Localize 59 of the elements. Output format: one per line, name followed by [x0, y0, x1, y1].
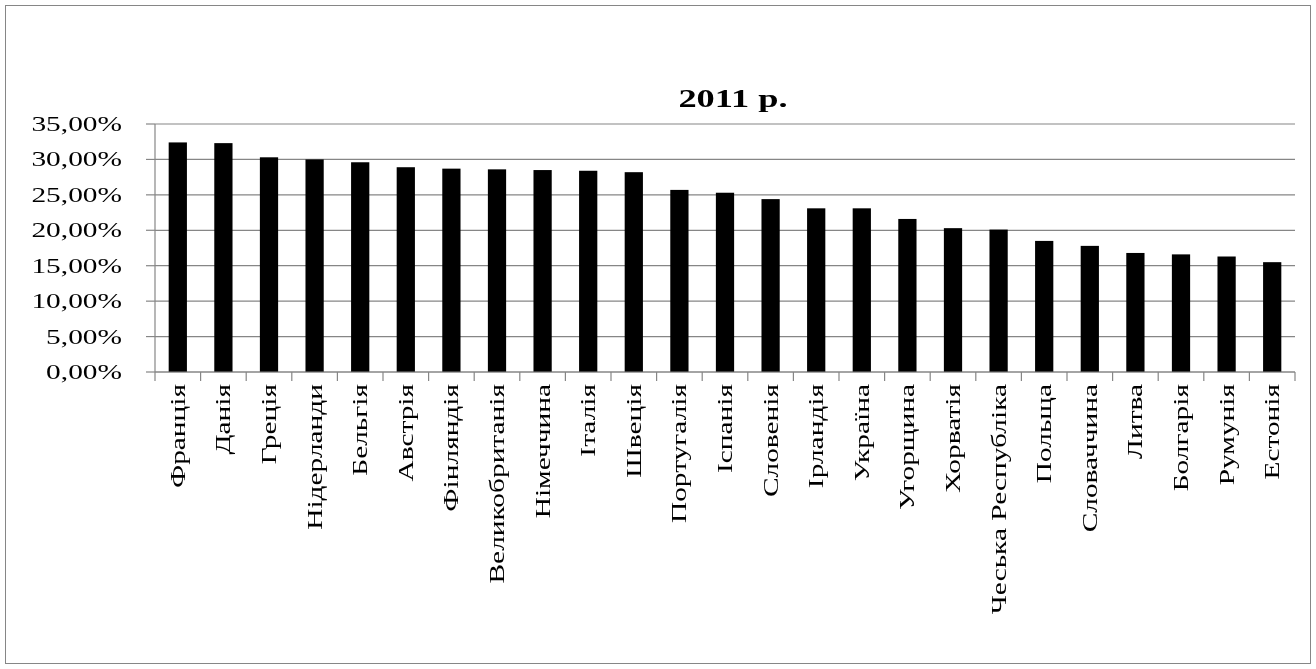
x-tick-label: Словенія [758, 383, 783, 498]
bar [1035, 240, 1054, 372]
x-tick-label: Нідерланди [302, 383, 327, 530]
x-tick-label: Греція [257, 383, 281, 465]
x-tick-label: Швеція [621, 383, 646, 478]
y-tick-label: 5,00% [46, 324, 122, 349]
bar [761, 199, 780, 372]
x-tick-label: Данія [211, 383, 236, 455]
x-tick-label: Бельгія [348, 383, 373, 476]
bar [396, 167, 415, 372]
x-tick-label: Польща [1032, 384, 1057, 484]
bar [943, 228, 963, 372]
y-tick-label: 30,00% [31, 147, 122, 172]
bar [1126, 252, 1145, 372]
bar [351, 162, 370, 372]
y-tick-label: 15,00% [31, 253, 122, 278]
bar [579, 170, 598, 372]
y-tick-label: 0,00% [46, 360, 122, 384]
y-tick-label: 25,00% [31, 182, 122, 207]
x-tick-label: Естонія [1260, 383, 1285, 480]
x-tick-label: Франція [165, 383, 190, 489]
x-tick-label: Португалія [667, 383, 692, 524]
x-tick-label: Австрія [393, 383, 418, 482]
bar [1217, 256, 1236, 372]
x-tick-label: Словаччина [1077, 384, 1102, 533]
x-tick-label: Фінляндія [439, 383, 464, 512]
y-tick-label: 20,00% [31, 218, 122, 243]
x-tick-label: Італія [576, 383, 601, 457]
bar [533, 170, 552, 372]
x-tick-label: Болгарія [1169, 383, 1193, 492]
bar [214, 143, 233, 372]
bar [1171, 254, 1191, 372]
x-tick-label: Хорватія [941, 383, 965, 494]
bar [807, 208, 826, 372]
x-tick-label: Німеччина [530, 384, 555, 519]
x-tick-label: Угорщина [895, 384, 920, 511]
x-tick-label: Великобританія [485, 383, 509, 584]
bar [168, 142, 187, 372]
bar [1080, 245, 1099, 372]
chart-title: 2011 р. [678, 83, 788, 113]
bar [1263, 262, 1282, 372]
bar [898, 218, 917, 372]
bar [715, 192, 735, 372]
bar [624, 172, 643, 372]
bar [670, 189, 689, 372]
x-tick-label: Україна [849, 384, 874, 482]
x-tick-label: Румунія [1214, 383, 1239, 486]
bar [259, 157, 279, 372]
y-tick-label: 10,00% [31, 289, 122, 314]
bar [989, 229, 1008, 372]
x-tick-label: Іспанія [713, 383, 737, 474]
bar [305, 159, 324, 372]
bar [487, 169, 507, 372]
bar [442, 168, 461, 372]
x-tick-label: Литва [1123, 384, 1148, 460]
x-tick-label: Ірландія [804, 383, 829, 489]
x-tick-label: Чеська Республіка [986, 384, 1011, 615]
y-tick-label: 35,00% [31, 112, 122, 136]
bar [852, 208, 871, 372]
